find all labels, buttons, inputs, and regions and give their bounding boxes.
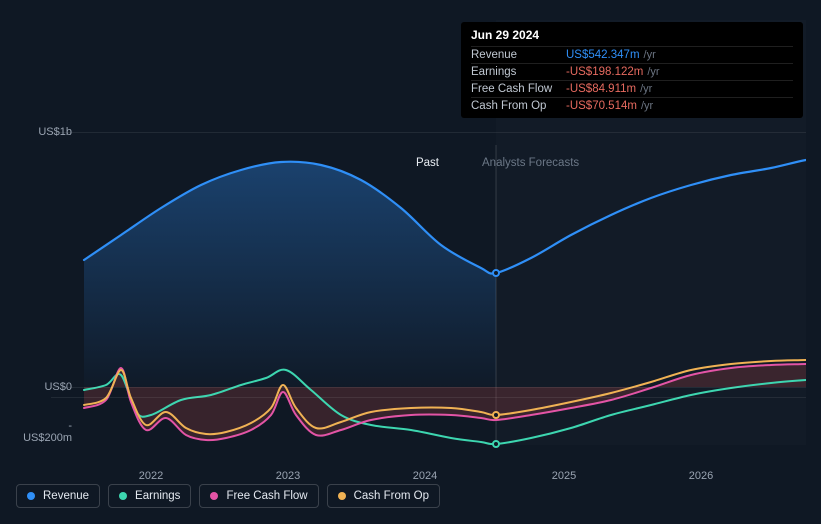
marker-revenue (492, 269, 500, 277)
tooltip-value: -US$84.911m (566, 83, 636, 95)
chart-container: Jun 29 2024 RevenueUS$542.347m/yrEarning… (16, 20, 806, 480)
legend-dot (27, 492, 35, 500)
gridline (51, 387, 806, 388)
legend-label: Free Cash Flow (226, 490, 307, 502)
tooltip-label: Free Cash Flow (471, 83, 566, 95)
tooltip-value: US$542.347m (566, 49, 640, 61)
legend-dot (119, 492, 127, 500)
legend-item-free-cash-flow[interactable]: Free Cash Flow (199, 484, 318, 508)
gridline (51, 397, 806, 398)
tooltip-label: Cash From Op (471, 100, 566, 112)
legend-label: Revenue (43, 490, 89, 502)
y-axis-label: -US$200m (22, 420, 72, 444)
x-axis-label: 2022 (139, 470, 163, 482)
forecast-label: Analysts Forecasts (482, 157, 579, 169)
tooltip-label: Earnings (471, 66, 566, 78)
legend: Revenue Earnings Free Cash Flow Cash From O… (16, 484, 440, 508)
x-axis-label: 2024 (413, 470, 437, 482)
marker-earnings (492, 440, 500, 448)
tooltip-row: Earnings-US$198.122m/yr (471, 63, 793, 80)
legend-item-revenue[interactable]: Revenue (16, 484, 100, 508)
tooltip-unit: /yr (644, 49, 656, 61)
x-axis-label: 2026 (689, 470, 713, 482)
tooltip-label: Revenue (471, 49, 566, 61)
gridline (51, 132, 806, 133)
marker-cashFromOp (492, 411, 500, 419)
tooltip-unit: /yr (641, 100, 653, 112)
legend-dot (338, 492, 346, 500)
tooltip-unit: /yr (640, 83, 652, 95)
tooltip: Jun 29 2024 RevenueUS$542.347m/yrEarning… (461, 22, 803, 118)
legend-item-cash-from-op[interactable]: Cash From Op (327, 484, 440, 508)
tooltip-row: RevenueUS$542.347m/yr (471, 46, 793, 63)
tooltip-date: Jun 29 2024 (471, 28, 793, 46)
legend-label: Earnings (135, 490, 180, 502)
legend-dot (210, 492, 218, 500)
legend-label: Cash From Op (354, 490, 429, 502)
tooltip-value: -US$70.514m (566, 100, 637, 112)
tooltip-value: -US$198.122m (566, 66, 643, 78)
y-axis-label: US$1b (22, 126, 72, 138)
x-axis-label: 2023 (276, 470, 300, 482)
past-label: Past (416, 157, 439, 169)
x-axis-label: 2025 (552, 470, 576, 482)
tooltip-row: Free Cash Flow-US$84.911m/yr (471, 80, 793, 97)
y-axis-label: US$0 (22, 381, 72, 393)
legend-item-earnings[interactable]: Earnings (108, 484, 191, 508)
tooltip-row: Cash From Op-US$70.514m/yr (471, 97, 793, 114)
tooltip-unit: /yr (647, 66, 659, 78)
